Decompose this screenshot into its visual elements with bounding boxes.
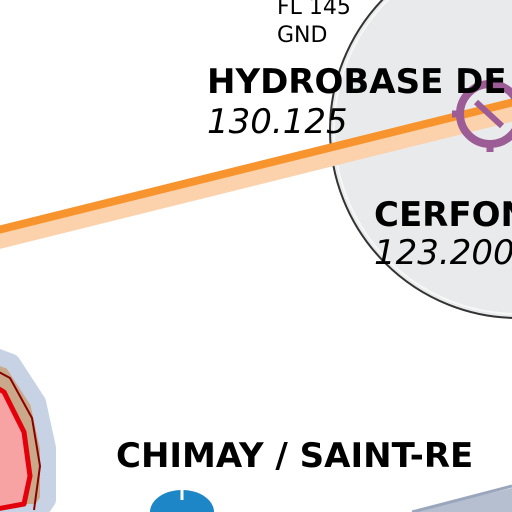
restricted-area-edge: [0, 371, 42, 511]
airspace-upper-limit: FL 145: [277, 0, 351, 20]
route-line: [0, 98, 512, 234]
airport-symbol: [150, 490, 214, 512]
airway-edge: [411, 484, 512, 512]
airspace-circle: [329, 0, 512, 319]
place-frequency-hydrobase: 130.125: [207, 102, 348, 142]
vor-symbol: [452, 75, 512, 152]
place-name-hydrobase: HYDROBASE DE: [207, 62, 507, 102]
place-frequency-cerfon: 123.200: [374, 233, 512, 273]
airspace-lower-limit: GND: [277, 23, 328, 48]
place-name-chimay: CHIMAY / SAINT-RE: [116, 436, 474, 476]
place-name-cerfon: CERFON: [374, 195, 512, 235]
route-halo: [0, 99, 512, 249]
restricted-area: [0, 386, 33, 511]
airspace-circle-inner: [333, 0, 512, 315]
